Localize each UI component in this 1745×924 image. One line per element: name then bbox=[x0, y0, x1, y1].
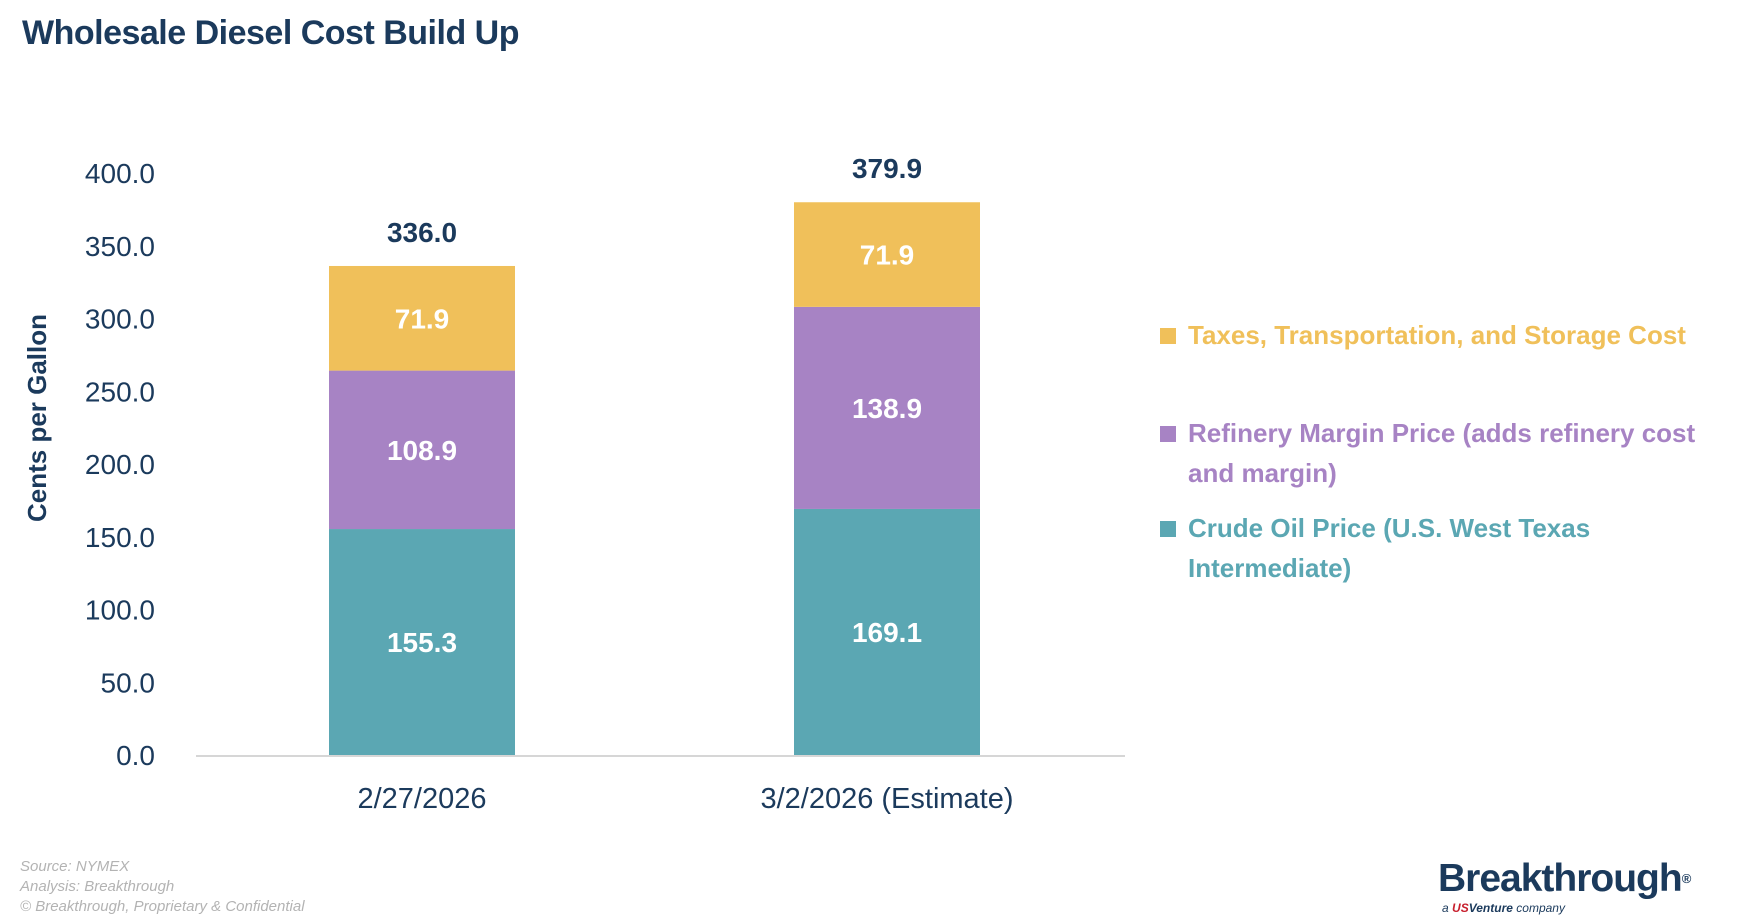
analysis-note: Analysis: Breakthrough bbox=[20, 878, 175, 895]
logo-sub-a: a bbox=[1442, 901, 1449, 915]
y-tick-label: 50.0 bbox=[101, 667, 156, 698]
x-tick-label: 2/27/2026 bbox=[357, 783, 486, 815]
y-tick-label: 150.0 bbox=[85, 522, 155, 553]
legend-item-refinery: Refinery Margin Price (adds refinery cos… bbox=[1160, 413, 1740, 493]
y-tick-label: 0.0 bbox=[116, 740, 155, 771]
bar-segment-crude bbox=[794, 508, 980, 755]
bar-segment-refinery bbox=[794, 306, 980, 509]
segment-value-label: 71.9 bbox=[395, 303, 450, 334]
y-tick-label: 300.0 bbox=[85, 304, 155, 335]
legend-item-taxes: Taxes, Transportation, and Storage Cost bbox=[1160, 315, 1740, 355]
source-footer: Source: NYMEX Analysis: Breakthrough © B… bbox=[20, 857, 305, 917]
logo-sub-us: US bbox=[1452, 901, 1469, 915]
y-axis-title: Cents per Gallon bbox=[22, 314, 52, 522]
bar-segment-taxes bbox=[329, 265, 515, 371]
legend-label-crude: Crude Oil Price (U.S. West Texas Interme… bbox=[1188, 513, 1591, 583]
y-tick-label: 100.0 bbox=[85, 595, 155, 626]
logo-word-text: Breakthrough bbox=[1438, 857, 1683, 900]
chart-title: Wholesale Diesel Cost Build Up bbox=[22, 14, 519, 52]
segment-value-label: 169.1 bbox=[852, 617, 922, 648]
bar-segment-crude bbox=[329, 529, 515, 755]
y-tick-label: 250.0 bbox=[85, 376, 155, 407]
segment-value-label: 138.9 bbox=[852, 393, 922, 424]
y-tick-label: 400.0 bbox=[85, 158, 155, 189]
legend-item-crude: Crude Oil Price (U.S. West Texas Interme… bbox=[1160, 508, 1740, 588]
legend-label-refinery: Refinery Margin Price (adds refinery cos… bbox=[1188, 418, 1696, 488]
total-value-label: 379.9 bbox=[852, 153, 922, 184]
segment-value-label: 108.9 bbox=[387, 435, 457, 466]
logo-sub-venture: Venture bbox=[1468, 901, 1513, 915]
legend-swatch-taxes bbox=[1160, 328, 1176, 344]
y-tick-label: 200.0 bbox=[85, 449, 155, 480]
breakthrough-logo: Breakthrough® a USVenture company bbox=[1438, 857, 1718, 915]
logo-wordmark: Breakthrough® bbox=[1438, 857, 1718, 901]
legend-swatch-refinery bbox=[1160, 426, 1176, 442]
bar-segment-taxes bbox=[794, 202, 980, 307]
x-tick-label: 3/2/2026 (Estimate) bbox=[760, 783, 1013, 815]
bar-segment-refinery bbox=[329, 370, 515, 530]
legend-swatch-crude bbox=[1160, 521, 1176, 537]
legend-label-taxes: Taxes, Transportation, and Storage Cost bbox=[1188, 320, 1686, 350]
logo-subtitle: a USVenture company bbox=[1442, 901, 1718, 915]
copyright-note: © Breakthrough, Proprietary & Confidenti… bbox=[20, 898, 305, 915]
y-tick-label: 350.0 bbox=[85, 231, 155, 262]
segment-value-label: 155.3 bbox=[387, 627, 457, 658]
total-value-label: 336.0 bbox=[387, 217, 457, 248]
segment-value-label: 71.9 bbox=[860, 240, 915, 271]
logo-sub-company: company bbox=[1516, 901, 1565, 915]
source-note: Source: NYMEX bbox=[20, 858, 130, 875]
registered-mark: ® bbox=[1681, 871, 1692, 886]
